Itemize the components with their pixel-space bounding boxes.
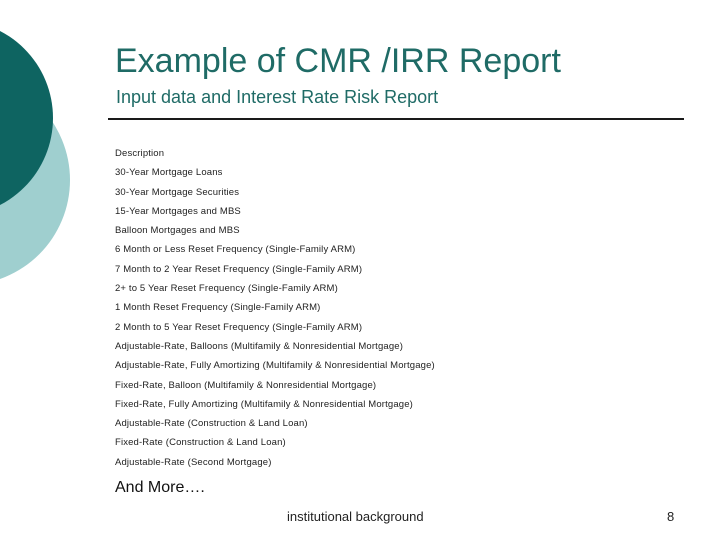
slide-subtitle: Input data and Interest Rate Risk Report [116,87,439,107]
list-item: Fixed-Rate, Fully Amortizing (Multifamil… [115,398,413,410]
list-item: Fixed-Rate (Construction & Land Loan) [115,437,286,449]
list-item: Adjustable-Rate, Fully Amortizing (Multi… [115,360,435,372]
list-item: Description [115,148,165,159]
list-item: 2+ to 5 Year Reset Frequency (Single-Fam… [115,283,338,295]
list-item: 6 Month or Less Reset Frequency (Single-… [115,244,356,256]
list-item: 1 Month Reset Frequency (Single-Family A… [115,302,321,314]
slide-title: Example of CMR /IRR Report [115,42,561,80]
decorative-circles [0,30,70,279]
page-number: 8 [667,509,675,524]
list-item: Fixed-Rate, Balloon (Multifamily & Nonre… [115,379,377,391]
and-more-text: And More…. [115,479,205,496]
item-list: Description 30-Year Mortgage Loans 30-Ye… [115,148,435,476]
list-item: Adjustable-Rate (Construction & Land Loa… [115,418,308,430]
list-item: 7 Month to 2 Year Reset Frequency (Singl… [115,263,363,275]
footer-text: institutional background [287,509,424,524]
list-item: Balloon Mortgages and MBS [115,225,240,237]
title-divider [108,118,684,120]
list-item: 30-Year Mortgage Securities [115,186,240,198]
list-item: 30-Year Mortgage Loans [115,167,223,179]
dark-teal-circle [0,30,53,206]
list-item: 2 Month to 5 Year Reset Frequency (Singl… [115,321,363,333]
list-item: 15-Year Mortgages and MBS [115,205,241,217]
list-item: Adjustable-Rate, Balloons (Multifamily &… [115,340,404,352]
list-item: Adjustable-Rate (Second Mortgage) [115,456,272,468]
